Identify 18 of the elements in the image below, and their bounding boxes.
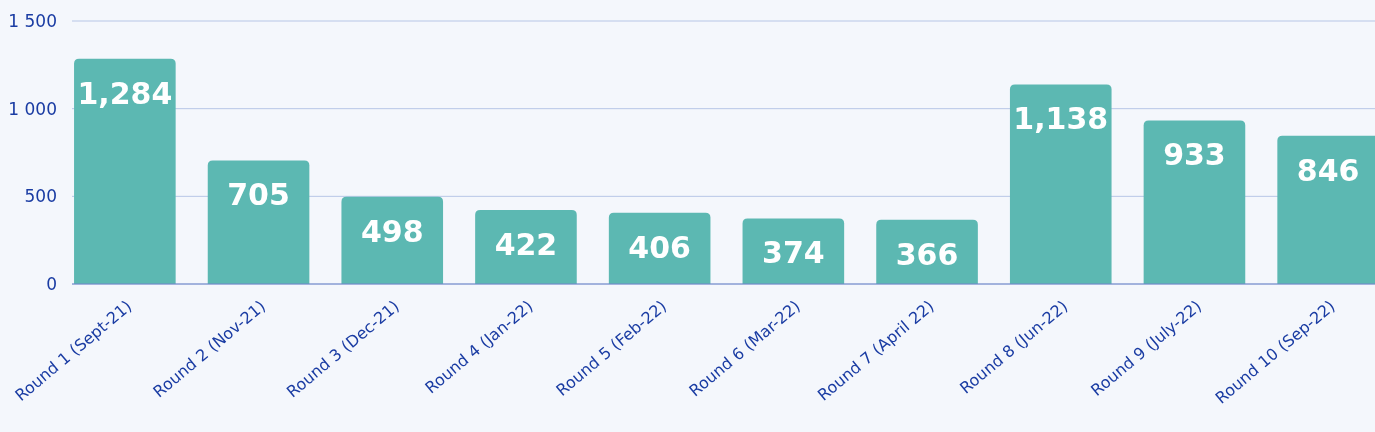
y-tick-label: 0 xyxy=(46,273,57,294)
data-label: 406 xyxy=(628,229,691,265)
data-label: 846 xyxy=(1296,152,1360,188)
bar xyxy=(1143,120,1246,284)
bar xyxy=(74,58,176,284)
data-label: 498 xyxy=(360,213,424,249)
data-label: 705 xyxy=(227,177,290,213)
data-label: 1,138 xyxy=(1013,101,1109,137)
data-label: 422 xyxy=(494,227,558,263)
bar xyxy=(1009,84,1112,284)
y-tick-label: 1 000 xyxy=(8,98,57,119)
bar xyxy=(207,160,310,284)
data-label: 1,284 xyxy=(77,75,173,111)
data-label: 366 xyxy=(895,236,959,272)
y-tick-label: 500 xyxy=(24,186,57,207)
data-label: 933 xyxy=(1163,137,1226,173)
data-label: 374 xyxy=(762,235,825,271)
y-tick-label: 1 500 xyxy=(8,10,57,31)
